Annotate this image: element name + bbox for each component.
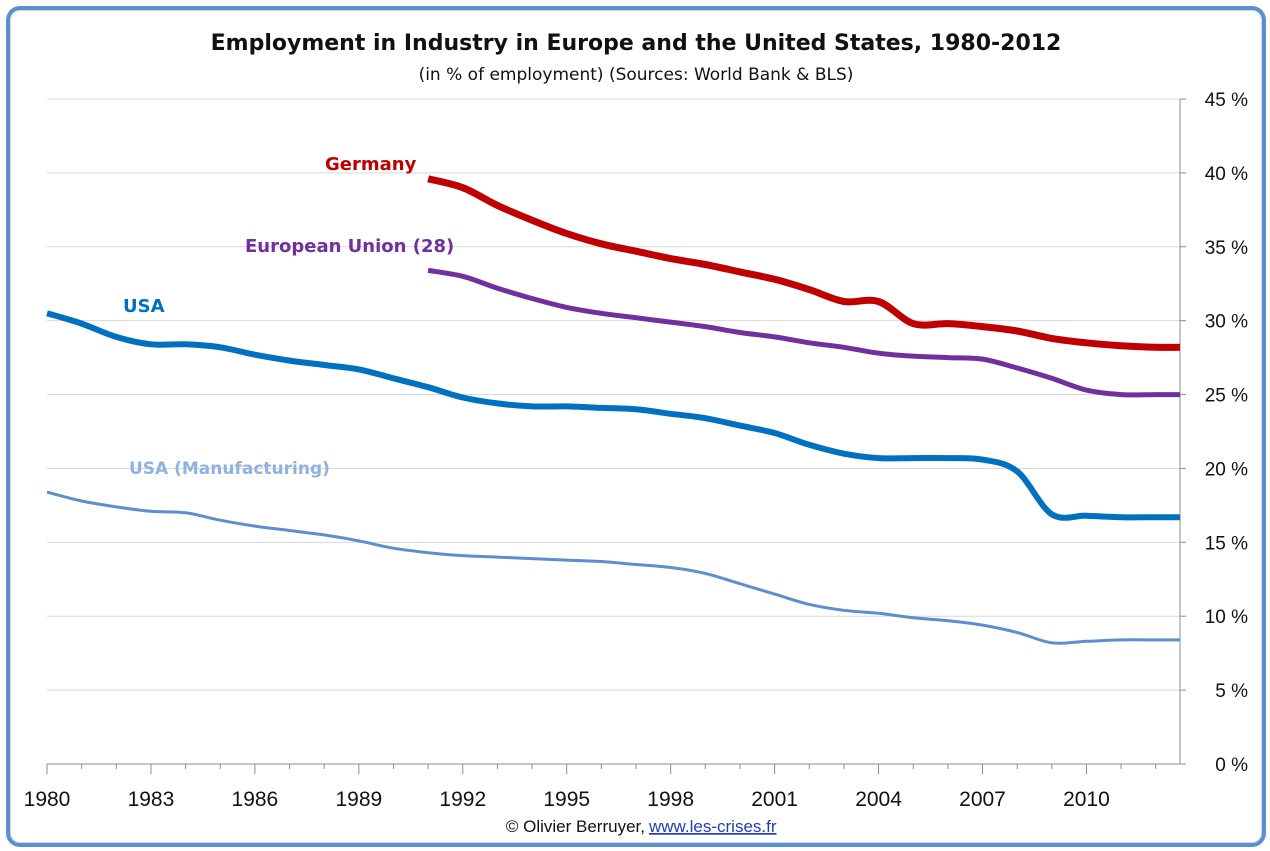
- x-tick-label: 2007: [959, 788, 1006, 811]
- series-label-usa: USA: [123, 296, 165, 317]
- series-line-eu28: [427, 267, 1180, 398]
- website-link[interactable]: www.les-crises.fr: [648, 817, 777, 836]
- y-tick-label: 20 %: [1205, 459, 1248, 480]
- x-tick-label: 2004: [855, 788, 902, 811]
- series-lines: [46, 175, 1181, 645]
- y-tick-label: 40 %: [1205, 164, 1248, 185]
- credit-text: © Olivier Berruyer,: [506, 817, 645, 836]
- chart-subtitle: (in % of employment) (Sources: World Ban…: [419, 65, 854, 85]
- x-tick-label: 2001: [751, 788, 798, 811]
- x-tick-label: 1983: [128, 788, 175, 811]
- chart-frame: [6, 6, 1266, 847]
- x-tick-label: 1980: [24, 788, 71, 811]
- y-tick-label: 10 %: [1205, 607, 1248, 628]
- x-tick-label: 1986: [232, 788, 279, 811]
- series-line-usa-manufacturing: [46, 490, 1180, 645]
- x-tick-label: 1998: [647, 788, 694, 811]
- series-line-germany: [427, 175, 1181, 351]
- x-tick-label: 1989: [335, 788, 382, 811]
- chart-title: Employment in Industry in Europe and the…: [211, 31, 1062, 56]
- y-tick-label: 5 %: [1215, 681, 1248, 702]
- x-tick-label: 1995: [543, 788, 590, 811]
- x-tick-label: 2010: [1063, 788, 1110, 811]
- y-tick-label: 0 %: [1215, 755, 1248, 776]
- y-axis-ticks: 0 % 5 % 10 % 15 % 20 % 25 % 30 % 35 % 40 % 45 %: [1205, 90, 1248, 776]
- series-label-eu28: European Union (28): [245, 236, 454, 257]
- axes: [46, 98, 1186, 774]
- x-tick-label: 1992: [439, 788, 486, 811]
- y-tick-label: 30 %: [1205, 312, 1248, 333]
- series-line-usa: [46, 310, 1180, 521]
- y-tick-label: 15 %: [1205, 533, 1248, 554]
- y-tick-label: 25 %: [1205, 386, 1248, 407]
- gridlines: [47, 98, 1180, 691]
- series-label-germany: Germany: [325, 154, 417, 175]
- series-label-usa-manufacturing: USA (Manufacturing): [129, 459, 330, 479]
- y-tick-label: 45 %: [1205, 90, 1248, 111]
- y-tick-label: 35 %: [1205, 238, 1248, 259]
- x-axis-ticks: 1980 1983 1986 1989 1992 1995 1998 2001 2004 2007…: [24, 788, 1110, 811]
